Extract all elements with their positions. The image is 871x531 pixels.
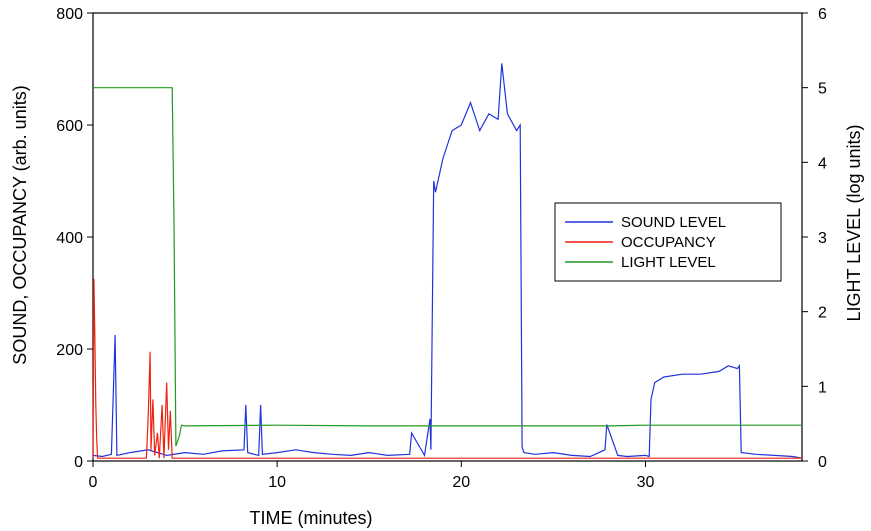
x-tick-label: 30 (637, 474, 655, 491)
y-left-tick-label: 600 (56, 118, 83, 135)
y-right-tick-label: 5 (818, 81, 827, 98)
y-left-tick-label: 400 (56, 230, 83, 247)
y-axis-left-title: SOUND, OCCUPANCY (arb. units) (10, 85, 30, 364)
plot-area: 0 10 20 30 0 200 400 600 800 0 1 2 3 4 5 6 (56, 6, 827, 491)
legend-label-sound: SOUND LEVEL (621, 214, 726, 231)
legend-label-occupancy: OCCUPANCY (621, 234, 716, 251)
y-right-tick-label: 3 (818, 230, 827, 247)
y-right-tick-label: 4 (818, 155, 827, 172)
x-tick-label: 20 (452, 474, 470, 491)
x-axis-title: TIME (minutes) (249, 508, 372, 528)
series-layer (92, 63, 803, 459)
x-tick-label: 0 (89, 474, 98, 491)
legend-label-light: LIGHT LEVEL (621, 254, 716, 271)
y-left-tick-label: 200 (56, 342, 83, 359)
y-right-tick-label: 2 (818, 305, 827, 322)
x-tick-label: 10 (268, 474, 286, 491)
series-line-light (93, 87, 802, 447)
legend: SOUND LEVEL OCCUPANCY LIGHT LEVEL (554, 202, 782, 282)
y-left-tick-label: 800 (56, 6, 83, 23)
y-axis-right-title: LIGHT LEVEL (log units) (844, 124, 864, 321)
series-line-sound (92, 63, 803, 459)
y-right-tick-label: 0 (818, 454, 827, 471)
y-right-tick-label: 1 (818, 379, 827, 396)
y-right-tick-label: 6 (818, 6, 827, 23)
tick-layer: 0 10 20 30 0 200 400 600 800 0 1 2 3 4 5 6 (56, 6, 827, 491)
y-left-tick-label: 0 (74, 454, 83, 471)
series-line-occupancy (92, 278, 802, 459)
